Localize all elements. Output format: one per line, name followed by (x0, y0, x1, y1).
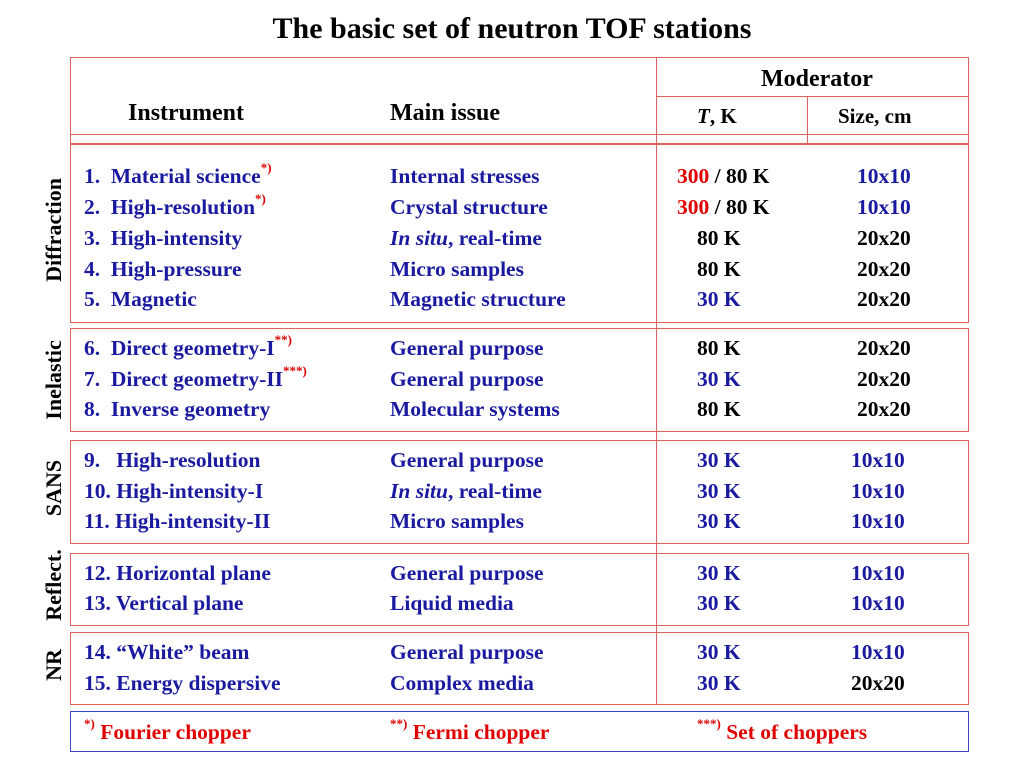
size-cell: 20x20 (857, 367, 911, 391)
temperature-cell: 300 / 80 K (677, 164, 770, 188)
footnote-box (70, 711, 969, 752)
instrument-cell: 6. Direct geometry-I**) (84, 332, 292, 360)
temperature-cell: 30 K (697, 509, 741, 533)
issue-cell: Internal stresses (390, 164, 540, 188)
issue-cell: General purpose (390, 336, 544, 360)
issue-cell: General purpose (390, 640, 544, 664)
footnote-fourier: *) Fourier chopper (84, 716, 251, 744)
header-box (70, 57, 969, 144)
header-bottom-rule (70, 134, 969, 135)
size-cell: 10x10 (857, 195, 911, 219)
temperature-cell: 30 K (697, 591, 741, 615)
size-cell: 10x10 (851, 640, 905, 664)
issue-cell: General purpose (390, 561, 544, 585)
footnote-fermi: **) Fermi chopper (390, 716, 550, 744)
footnote-choppers: ***) Set of choppers (697, 716, 868, 744)
issue-cell: Liquid media (390, 591, 514, 615)
temperature-cell: 30 K (697, 479, 741, 503)
instrument-cell: 14. “White” beam (84, 640, 250, 664)
header-size: Size, cm (838, 104, 912, 128)
temperature-cell: 80 K (697, 257, 741, 281)
instrument-cell: 9. High-resolution (84, 448, 261, 472)
group-label-nr: NR (41, 649, 66, 681)
instrument-cell: 1. Material science*) (84, 160, 272, 188)
issue-cell: In situ, real-time (390, 479, 542, 503)
instrument-cell: 8. Inverse geometry (84, 397, 271, 421)
size-cell: 20x20 (857, 257, 911, 281)
header-moderator: Moderator (761, 66, 873, 92)
size-cell: 20x20 (857, 287, 911, 311)
group-box-sans (70, 440, 969, 544)
temperature-cell: 30 K (697, 287, 741, 311)
group-label-sans: SANS (41, 459, 66, 517)
temperature-cell: 30 K (697, 640, 741, 664)
size-cell: 10x10 (851, 561, 905, 585)
issue-cell: Crystal structure (390, 195, 548, 219)
size-cell: 20x20 (851, 671, 905, 695)
temperature-cell: 80 K (697, 336, 741, 360)
instrument-cell: 3. High-intensity (84, 226, 243, 250)
instrument-cell: 4. High-pressure (84, 257, 242, 281)
issue-cell: General purpose (390, 448, 544, 472)
instrument-cell: 10. High-intensity-I (84, 479, 264, 503)
header-main-issue: Main issue (390, 100, 501, 126)
instrument-cell: 7. Direct geometry-II***) (84, 363, 307, 391)
issue-cell: Micro samples (390, 257, 524, 281)
header-divider-size (807, 96, 808, 144)
column-divider-moderator (656, 144, 657, 705)
issue-cell: Complex media (390, 671, 534, 695)
group-box-nr (70, 632, 969, 705)
group-box-diffraction (70, 144, 969, 323)
group-label-diffraction: Diffraction (41, 178, 66, 282)
header-divider-moderator (656, 57, 657, 144)
temperature-cell: 30 K (697, 671, 741, 695)
size-cell: 10x10 (851, 591, 905, 615)
issue-cell: Molecular systems (390, 397, 560, 421)
size-cell: 20x20 (857, 336, 911, 360)
size-cell: 20x20 (857, 226, 911, 250)
size-cell: 10x10 (857, 164, 911, 188)
issue-cell: Micro samples (390, 509, 524, 533)
issue-cell: Magnetic structure (390, 287, 566, 311)
size-cell: 20x20 (857, 397, 911, 421)
temperature-cell: 80 K (697, 226, 741, 250)
issue-cell: General purpose (390, 367, 544, 391)
size-cell: 10x10 (851, 479, 905, 503)
group-box-inelastic (70, 328, 969, 432)
instrument-cell: 15. Energy dispersive (84, 671, 281, 695)
instrument-cell: 2. High-resolution*) (84, 191, 266, 219)
group-label-reflect: Reflect. (41, 549, 66, 621)
temperature-cell: 300 / 80 K (677, 195, 770, 219)
header-temperature: T, K (697, 104, 737, 128)
temperature-cell: 80 K (697, 397, 741, 421)
size-cell: 10x10 (851, 509, 905, 533)
instrument-cell: 5. Magnetic (84, 287, 197, 311)
issue-cell: In situ, real-time (390, 226, 542, 250)
group-label-inelastic: Inelastic (41, 340, 66, 420)
header-divider-moderator-sub (656, 96, 969, 97)
temperature-cell: 30 K (697, 367, 741, 391)
page-title: The basic set of neutron TOF stations (272, 12, 752, 45)
size-cell: 10x10 (851, 448, 905, 472)
group-box-reflect (70, 553, 969, 626)
temperature-cell: 30 K (697, 448, 741, 472)
instrument-cell: 11. High-intensity-II (84, 509, 271, 533)
instrument-cell: 13. Vertical plane (84, 591, 244, 615)
instrument-cell: 12. Horizontal plane (84, 561, 271, 585)
header-instrument: Instrument (128, 100, 245, 126)
temperature-cell: 30 K (697, 561, 741, 585)
